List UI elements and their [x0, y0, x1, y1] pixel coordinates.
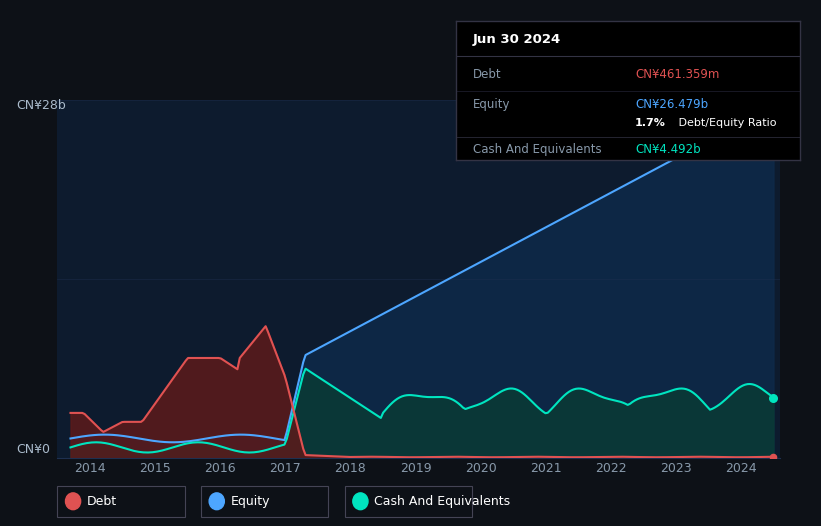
Text: CN¥461.359m: CN¥461.359m	[635, 67, 719, 80]
Text: Cash And Equivalents: Cash And Equivalents	[374, 495, 511, 508]
Text: 1.7%: 1.7%	[635, 118, 666, 128]
Text: Debt: Debt	[87, 495, 117, 508]
Circle shape	[209, 493, 224, 510]
Text: Jun 30 2024: Jun 30 2024	[473, 33, 561, 46]
Circle shape	[66, 493, 80, 510]
Text: Cash And Equivalents: Cash And Equivalents	[473, 143, 602, 156]
Text: Debt: Debt	[473, 67, 502, 80]
Text: Equity: Equity	[231, 495, 270, 508]
Text: CN¥4.492b: CN¥4.492b	[635, 143, 700, 156]
Text: CN¥0: CN¥0	[16, 443, 50, 456]
Text: CN¥28b: CN¥28b	[16, 99, 67, 112]
Circle shape	[353, 493, 368, 510]
Point	[767, 102, 780, 110]
Point	[767, 452, 780, 461]
Text: Debt/Equity Ratio: Debt/Equity Ratio	[675, 118, 776, 128]
Text: CN¥26.479b: CN¥26.479b	[635, 98, 708, 111]
Point	[767, 393, 780, 402]
Text: Equity: Equity	[473, 98, 511, 111]
